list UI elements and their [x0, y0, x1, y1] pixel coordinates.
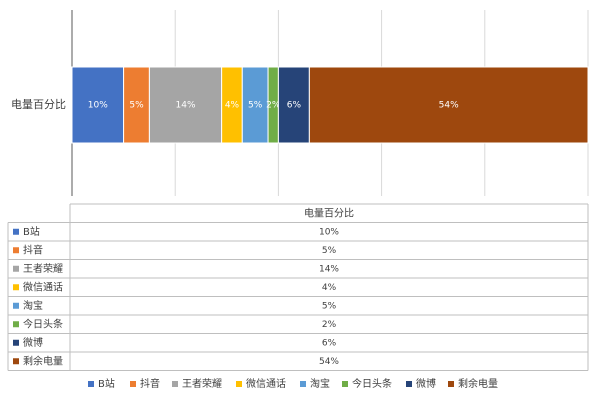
legend-key: [130, 381, 136, 387]
legend-label: 抖音: [140, 377, 160, 390]
table-legend-key: [13, 265, 19, 272]
table-legend-key: [13, 228, 19, 235]
data-label: 5%: [248, 101, 263, 111]
data-label: 54%: [439, 101, 459, 111]
table-value: 6%: [322, 338, 337, 348]
legend-key: [236, 381, 242, 387]
table-series-name: 今日头条: [23, 317, 63, 330]
data-label: 4%: [225, 101, 240, 111]
table-legend-key: [13, 284, 19, 291]
data-label: 10%: [88, 101, 108, 111]
table-legend-key: [13, 321, 19, 328]
table-value: 10%: [319, 227, 339, 237]
table-series-name: 微信通话: [23, 280, 63, 293]
table-value: 5%: [322, 246, 337, 256]
legend-key: [172, 381, 178, 387]
table-value: 5%: [322, 301, 337, 311]
table-value: 54%: [319, 357, 339, 367]
data-label: 5%: [129, 101, 144, 111]
table-header: 电量百分比: [304, 206, 354, 219]
table-series-name: B站: [23, 225, 40, 238]
data-label: 6%: [287, 101, 302, 111]
table-value: 2%: [322, 320, 337, 330]
bar-segment-8: [308, 66, 589, 144]
table-legend-key: [13, 247, 19, 254]
legend-key: [342, 381, 348, 387]
table-value: 4%: [322, 283, 337, 293]
legend-key: [300, 381, 306, 387]
legend-key: [88, 381, 94, 387]
legend-label: 淘宝: [310, 377, 330, 390]
table-legend-key: [13, 302, 19, 309]
legend-label: 王者荣耀: [182, 378, 222, 390]
table-series-name: 微博: [23, 336, 43, 349]
bar-segment-5: [241, 66, 269, 144]
data-label: 14%: [176, 101, 196, 111]
table-series-name: 淘宝: [23, 299, 43, 312]
table-series-name: 剩余电量: [23, 354, 63, 367]
legend-key: [406, 381, 412, 387]
legend-label: 今日头条: [352, 377, 392, 390]
table-value: 14%: [319, 264, 339, 274]
legend-label: 剩余电量: [458, 377, 498, 390]
legend-label: 微信通话: [246, 377, 286, 390]
table-legend-key: [13, 358, 19, 365]
legend-key: [448, 381, 454, 387]
table-legend-key: [13, 339, 19, 346]
category-label: 电量百分比: [11, 98, 66, 111]
table-series-name: 抖音: [23, 243, 43, 256]
legend-label: B站: [98, 377, 115, 390]
legend-label: 微博: [416, 377, 436, 390]
bar-segment-1: [71, 66, 125, 144]
bar-segment-7: [277, 66, 310, 144]
table-series-name: 王者荣耀: [23, 263, 63, 275]
data-label: 2%: [266, 101, 281, 111]
